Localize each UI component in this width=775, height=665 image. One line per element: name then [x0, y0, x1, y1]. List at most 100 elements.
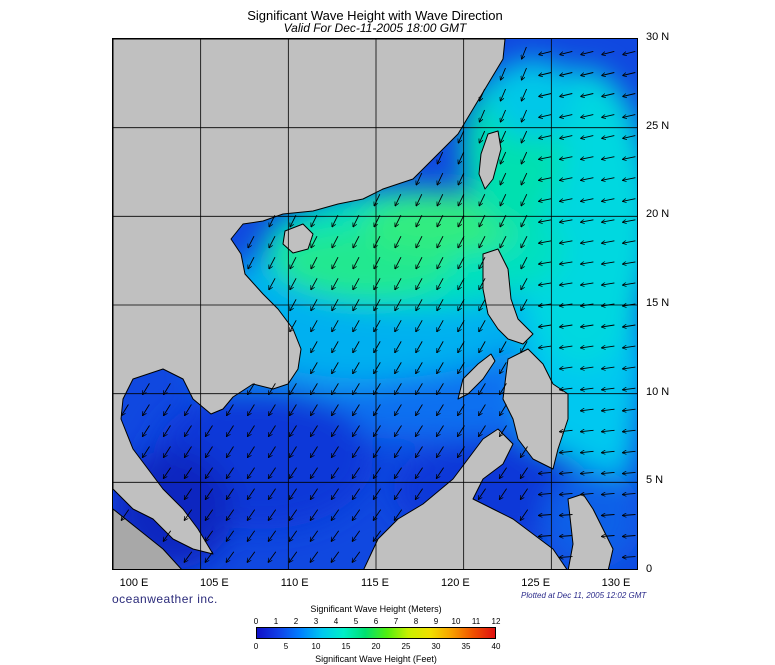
wave-direction-arrow	[581, 50, 594, 54]
land	[113, 39, 614, 569]
sumatra-island	[113, 508, 182, 569]
wave-direction-arrow	[373, 530, 382, 542]
wave-direction-arrow	[602, 177, 615, 181]
colorbar-feet-tick: 10	[311, 642, 321, 651]
wave-direction-arrow	[521, 278, 528, 289]
wave-direction-arrow	[520, 509, 529, 521]
wave-direction-arrow	[602, 262, 615, 264]
wave-direction-arrow	[522, 67, 527, 80]
wave-direction-arrow	[353, 362, 360, 373]
wave-direction-arrow	[416, 425, 423, 437]
wave-direction-arrow	[539, 346, 552, 348]
wave-direction-arrow	[374, 425, 381, 437]
wave-direction-arrow	[311, 235, 318, 248]
colorbar-meters-tick: 6	[373, 617, 379, 626]
wave-direction-arrow	[437, 214, 444, 227]
wave-direction-arrow	[289, 551, 298, 563]
wave-direction-arrow	[479, 404, 486, 416]
wave-direction-arrow	[353, 320, 360, 331]
wave-direction-arrow	[310, 509, 319, 521]
wave-direction-arrow	[479, 383, 486, 394]
colorbar-meters-tick: 12	[491, 617, 501, 626]
wave-direction-arrow	[560, 283, 573, 285]
wave-direction-arrow	[311, 320, 318, 331]
wave-direction-arrow	[623, 156, 636, 160]
wave-direction-arrow	[581, 262, 594, 264]
wave-direction-arrow	[185, 446, 192, 458]
wave-direction-arrow	[539, 220, 552, 222]
wave-direction-arrow	[623, 93, 636, 97]
wave-direction-arrow	[560, 325, 573, 327]
wave-direction-arrow	[206, 425, 213, 437]
wave-direction-arrow	[623, 536, 636, 537]
wave-direction-arrow	[310, 530, 319, 542]
wave-direction-arrow	[437, 320, 444, 331]
wave-direction-arrow	[227, 446, 234, 458]
wave-direction-arrow	[374, 299, 381, 310]
wave-direction-arrow	[623, 283, 636, 285]
wave-direction-arrow	[501, 67, 506, 80]
wave-direction-arrow	[500, 88, 507, 101]
wave-direction-arrow	[353, 404, 360, 416]
wave-direction-arrow	[332, 299, 339, 310]
wave-direction-arrow	[395, 320, 402, 331]
chart-title: Significant Wave Height with Wave Direct…	[247, 8, 503, 23]
wave-direction-arrow	[374, 383, 381, 394]
wave-direction-arrow	[353, 341, 360, 352]
wave-direction-arrow	[416, 362, 423, 373]
wave-direction-arrow	[602, 536, 615, 537]
wave-direction-arrow	[560, 430, 573, 431]
wave-direction-arrow	[458, 130, 465, 143]
wave-direction-arrow	[479, 320, 486, 331]
wave-direction-arrow	[332, 214, 339, 227]
wave-direction-arrow	[226, 467, 234, 479]
wave-direction-arrow	[560, 220, 573, 222]
latitude-label: 30 N	[646, 31, 670, 43]
asian-mainland	[113, 39, 506, 555]
wave-direction-arrow	[332, 362, 339, 373]
wave-direction-arrow	[269, 383, 276, 394]
wave-direction-arrow	[247, 467, 255, 479]
wave-direction-arrow	[581, 198, 594, 202]
wave-direction-arrow	[353, 235, 360, 248]
wave-direction-arrow	[539, 198, 552, 202]
wave-direction-arrow	[331, 530, 340, 542]
wave-direction-arrow	[458, 446, 465, 458]
wave-direction-arrow	[332, 320, 339, 331]
wave-direction-arrow	[248, 383, 255, 394]
wave-direction-arrows	[121, 46, 636, 563]
wave-direction-arrow	[623, 220, 636, 222]
wave-direction-arrow	[539, 515, 552, 516]
wave-direction-arrow	[248, 235, 255, 248]
wave-direction-arrow	[143, 446, 150, 458]
wave-direction-arrow	[581, 451, 594, 452]
wave-direction-arrow	[247, 551, 256, 563]
wave-direction-arrow	[521, 151, 528, 164]
latitude-label: 15 N	[646, 297, 670, 309]
wave-direction-arrow	[581, 220, 594, 222]
wave-direction-arrow	[623, 241, 636, 243]
latitude-label: 0	[646, 563, 653, 575]
wave-direction-arrow	[332, 446, 339, 458]
wave-direction-arrow	[539, 241, 552, 243]
wave-direction-arrow	[416, 172, 423, 185]
colorbar-meters-tick: 2	[293, 617, 299, 626]
wave-direction-arrow	[623, 557, 636, 558]
wave-direction-arrow	[290, 425, 297, 437]
wave-direction-arrow	[602, 451, 615, 452]
longitude-label: 130 E	[601, 577, 631, 589]
wave-direction-arrow	[521, 235, 528, 248]
wave-direction-arrow	[374, 404, 381, 416]
wave-direction-arrow	[479, 425, 486, 437]
wave-direction-arrow	[520, 488, 528, 500]
wave-direction-arrow	[623, 177, 636, 181]
wave-direction-arrow	[458, 172, 465, 185]
wave-direction-arrow	[185, 404, 192, 416]
colorbar-meters-tick: 11	[471, 617, 481, 626]
wave-direction-arrow	[499, 488, 507, 500]
wave-direction-arrow	[437, 172, 444, 185]
wave-map	[112, 38, 638, 570]
colorbar-meters-tick: 7	[393, 617, 399, 626]
wave-direction-arrow	[560, 304, 573, 306]
wave-direction-arrow	[581, 135, 594, 139]
